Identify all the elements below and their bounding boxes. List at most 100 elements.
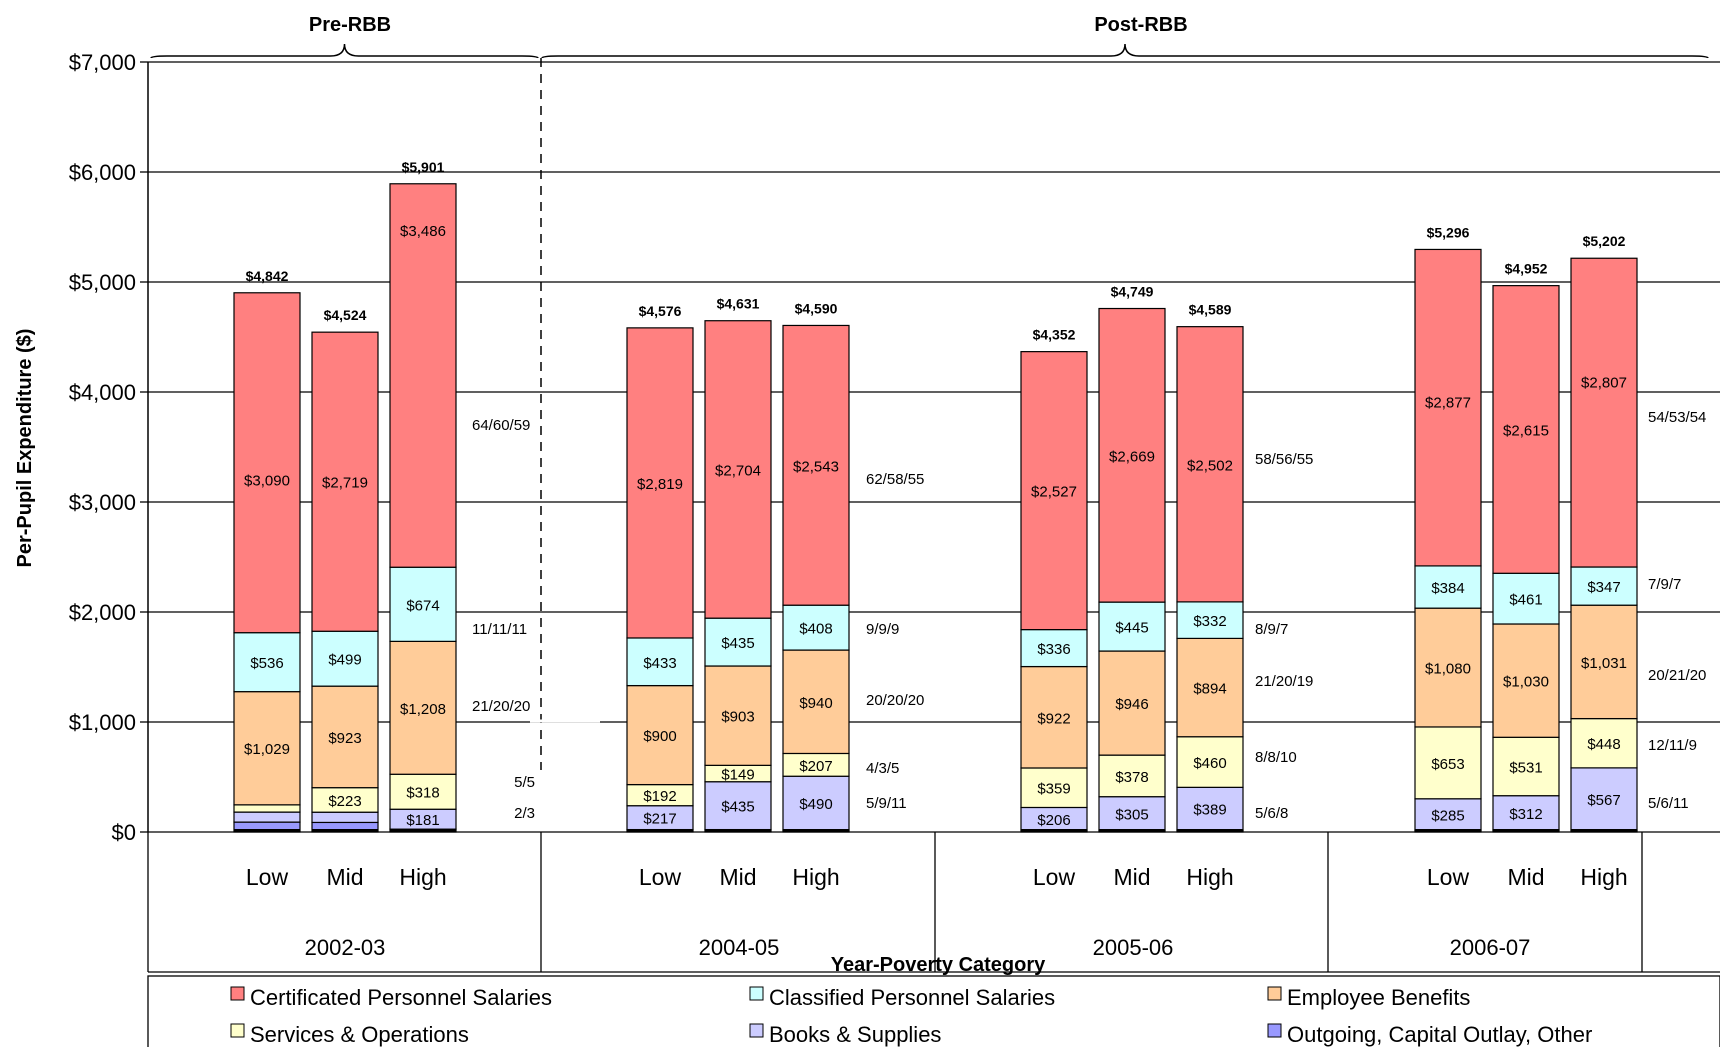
legend-box: [147, 975, 1720, 1047]
segment-value-label: $389: [1193, 802, 1226, 819]
bar-segment: [311, 811, 379, 824]
legend-label: Certificated Personnel Salaries: [250, 985, 552, 1010]
bar-base: [1415, 829, 1481, 832]
percent-share-label: 64/60/59: [472, 417, 530, 434]
legend-swatch: [230, 1023, 245, 1038]
bar-total-label: $4,749: [1111, 284, 1154, 300]
x-category-label: Mid: [1113, 864, 1150, 890]
bar-base: [1099, 829, 1165, 832]
bar-segment: [782, 775, 850, 831]
segment-value-label: $490: [799, 796, 832, 813]
bracket-label-post: Post-RBB: [1094, 14, 1187, 36]
x-year-label: 2005-06: [1093, 935, 1174, 960]
bar-segment: [1176, 736, 1244, 788]
bar-segment: [1098, 307, 1166, 603]
bar-base: [1021, 829, 1087, 832]
bar-segment: [1492, 623, 1560, 738]
y-tick-label: $5,000: [69, 270, 136, 295]
segment-value-label: $192: [643, 788, 676, 805]
x-category-label: Low: [1033, 864, 1076, 890]
percent-share-label: 7/9/7: [1648, 576, 1681, 593]
bar-segment: [1570, 566, 1638, 606]
bar-base: [390, 829, 456, 832]
segment-value-label: $448: [1587, 736, 1620, 753]
segment-value-label: $1,080: [1425, 661, 1471, 678]
legend-label: Employee Benefits: [1287, 985, 1470, 1010]
percent-share-label: 58/56/55: [1255, 451, 1313, 468]
segment-value-label: $2,819: [637, 476, 683, 493]
legend-swatch: [1267, 1023, 1282, 1038]
bar-total-label: $4,576: [639, 303, 682, 319]
bar-segment: [311, 787, 379, 813]
bar-segment: [1098, 650, 1166, 756]
bar-segment: [782, 604, 850, 651]
segment-value-label: $445: [1115, 620, 1148, 637]
bar-segment: [704, 617, 772, 667]
x-category-label: High: [1186, 864, 1233, 890]
period-brackets: Pre-RBB Post-RBB: [150, 14, 1709, 59]
percent-share-label: 20/21/20: [1648, 667, 1706, 684]
segment-value-label: $903: [721, 709, 754, 726]
bar-base: [1493, 829, 1559, 832]
legend-label: Classified Personnel Salaries: [769, 985, 1055, 1010]
bar-segment: [1020, 767, 1088, 809]
percent-share-label: 5/5: [514, 774, 535, 791]
bar-segment: [704, 665, 772, 766]
curly-brace: [541, 43, 1709, 59]
percent-share-label: 8/9/7: [1255, 621, 1288, 638]
y-tick-label: $4,000: [69, 380, 136, 405]
segment-value-label: $531: [1509, 759, 1542, 776]
x-category-label: High: [1580, 864, 1627, 890]
bar-segment: [1414, 565, 1482, 609]
bars: $1,029 $536 $3,090 $4,842 $223 $923 $499 $2,719…: [233, 58, 1706, 833]
segment-value-label: $433: [643, 655, 676, 672]
percent-share-label: 9/9/9: [866, 621, 899, 638]
x-category-label: Mid: [719, 864, 756, 890]
x-axis-title: Year-Poverty Category: [831, 954, 1046, 976]
segment-value-label: $923: [328, 730, 361, 747]
bar-base: [783, 829, 849, 832]
bar-base: [705, 829, 771, 832]
segment-value-label: $946: [1115, 696, 1148, 713]
legend-label: Services & Operations: [250, 1022, 469, 1047]
x-category-label: High: [399, 864, 446, 890]
x-axis: Low Mid High Low Mid High Low Mid High Low Mid High…: [147, 832, 1720, 973]
segment-value-label: $499: [328, 652, 361, 669]
legend: Certificated Personnel Salaries Classifie…: [147, 975, 1720, 1047]
percent-share-label: 21/20/20: [472, 698, 530, 715]
legend-label: Books & Supplies: [769, 1022, 941, 1047]
bar-segment: [1492, 795, 1560, 831]
x-year-label: 2004-05: [699, 935, 780, 960]
bar-segment: [626, 327, 694, 639]
bar-segment: [233, 691, 301, 806]
bar-segment: [1098, 754, 1166, 798]
segment-value-label: $285: [1431, 807, 1464, 824]
bar-segment: [1020, 351, 1088, 631]
bar-segment: [704, 320, 772, 619]
y-tick-label: $0: [112, 820, 136, 845]
bar-total-label: $4,590: [795, 300, 838, 316]
bar-segment: [389, 183, 457, 568]
bar-total-label: $5,202: [1583, 233, 1626, 249]
bar-total-label: $4,952: [1505, 261, 1548, 277]
segment-value-label: $900: [643, 728, 676, 745]
bar-base: [627, 829, 693, 832]
segment-value-label: $336: [1037, 641, 1070, 658]
segment-value-label: $461: [1509, 592, 1542, 609]
legend-swatch: [749, 986, 764, 1001]
bar-base: [1177, 829, 1243, 832]
bar-segment: [626, 637, 694, 687]
bar-base: [312, 829, 378, 832]
bar-total-label: $5,901: [402, 159, 445, 175]
percent-share-label: 5/6/11: [1648, 795, 1689, 812]
y-tick-label: $6,000: [69, 160, 136, 185]
percent-share-label: 4/3/5: [866, 760, 899, 777]
bar-total-label: $5,296: [1427, 224, 1470, 240]
bar-segment: [1492, 285, 1560, 574]
segment-value-label: $1,208: [400, 701, 446, 718]
y-tick-label: $2,000: [69, 600, 136, 625]
legend-label: Outgoing, Capital Outlay, Other: [1287, 1022, 1592, 1047]
bar-segment: [1176, 637, 1244, 738]
segment-value-label: $2,615: [1503, 422, 1549, 439]
